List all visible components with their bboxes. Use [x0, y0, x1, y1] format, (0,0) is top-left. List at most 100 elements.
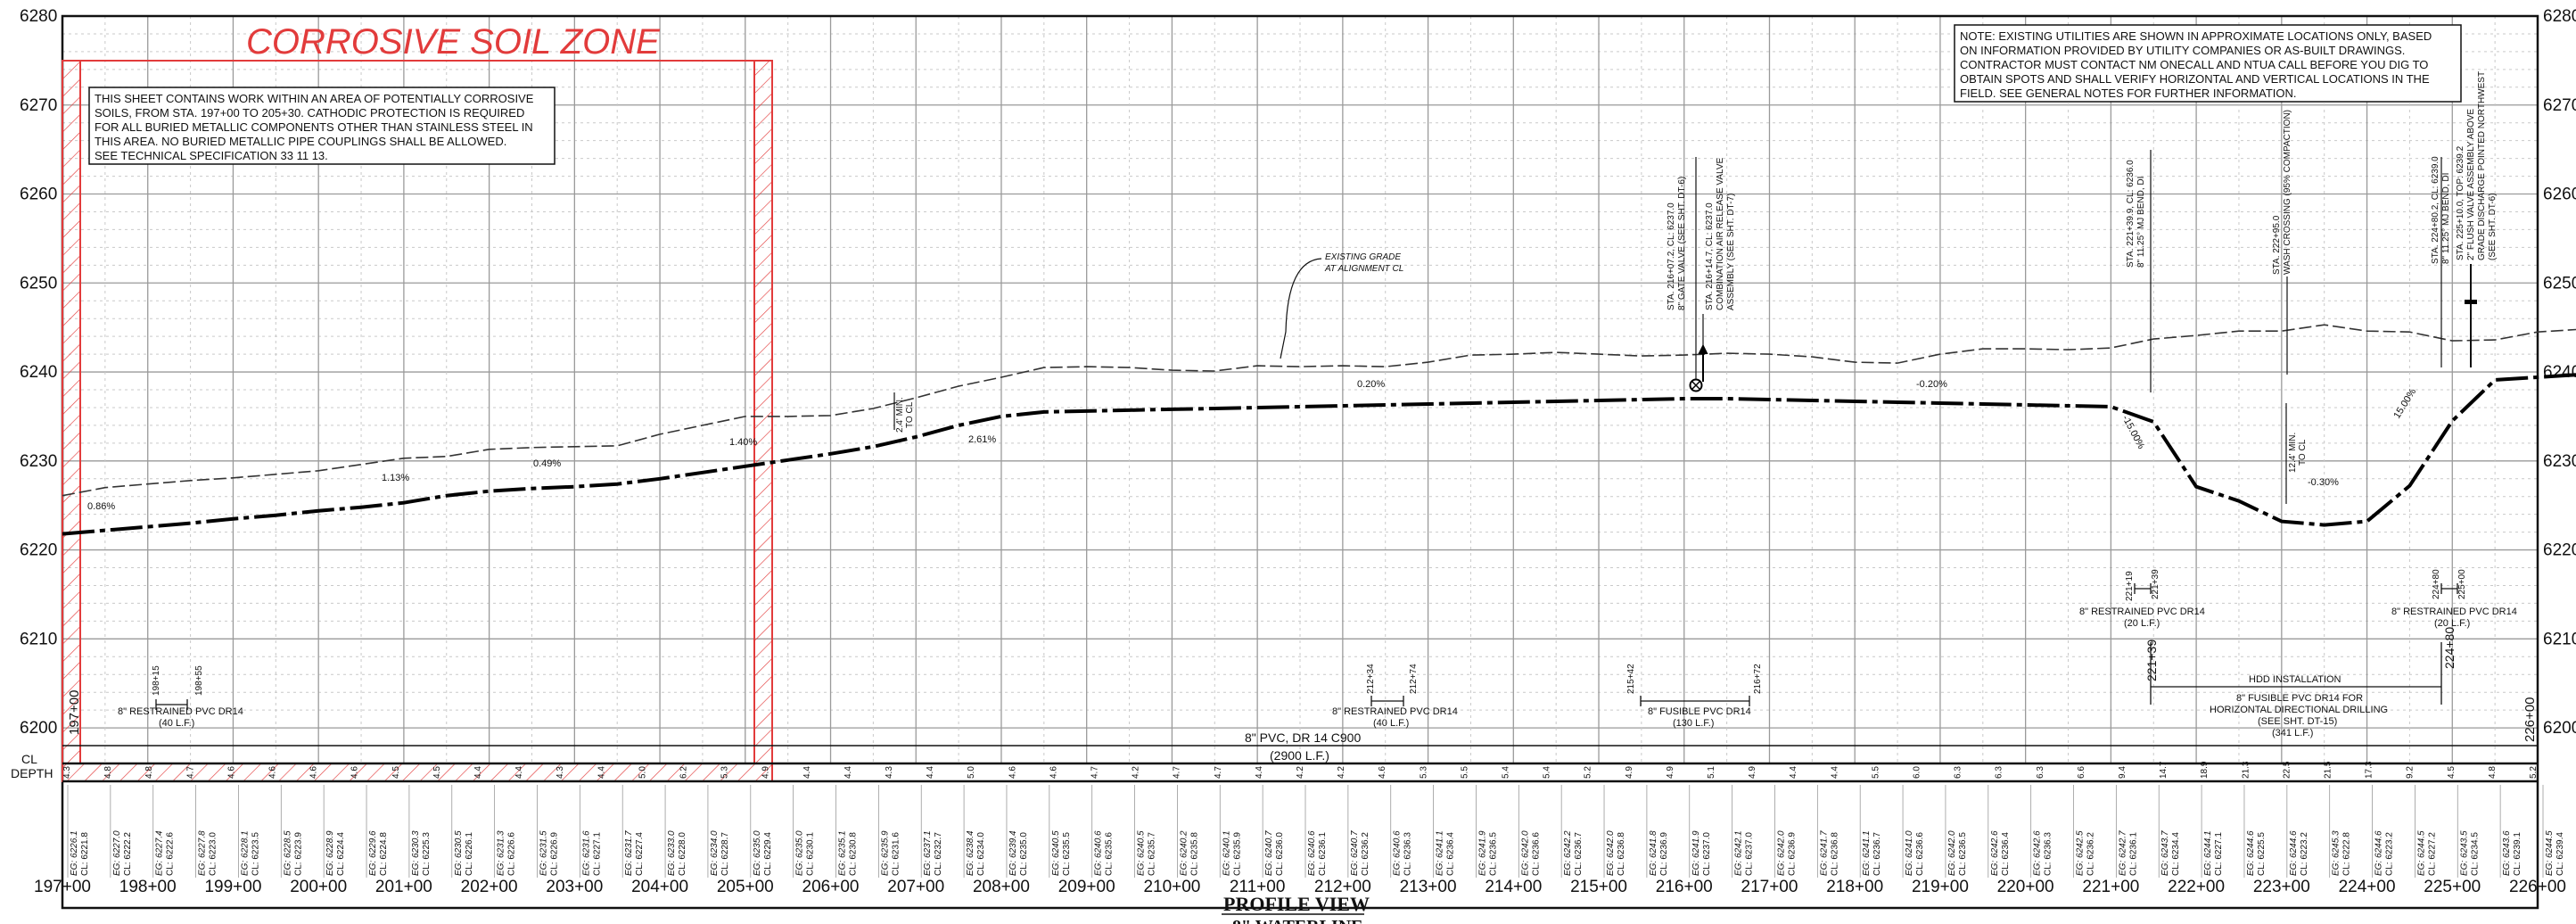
- depth-value: 4.5: [432, 766, 442, 779]
- depth-value: 4.3: [62, 766, 72, 779]
- fusible-1-length: (130 L.F.): [1673, 718, 1714, 729]
- blowoff-callout-4: (SEE SHT. DT-6): [2488, 193, 2498, 260]
- view-title: PROFILE VIEW 8" WATERLINE: [1222, 893, 1370, 924]
- station-label: 201+00: [375, 878, 432, 896]
- existing-grade-value: EG: 6241.9: [1477, 830, 1487, 876]
- centerline-value: CL: 6236.6: [1531, 832, 1541, 876]
- depth-value: 5.1: [1707, 766, 1716, 779]
- depth-value: 4.7: [185, 766, 195, 779]
- depth-value: 6.3: [1995, 766, 2004, 779]
- utility-note-line-4: OBTAIN SPOTS AND SHALL VERIFY HORIZONTAL…: [1960, 72, 2430, 86]
- corrosive-note-line-2: SOILS, FROM STA. 197+00 TO 205+30. CATHO…: [95, 106, 524, 120]
- elevation-label: 6220: [20, 541, 57, 560]
- centerline-value: CL: 6224.8: [379, 832, 389, 876]
- depth-row: CL DEPTH 4.3 4.8 4.8 4.7 4.6 4.6 4.6 4.6 4.5 4.5 4…: [11, 752, 2539, 783]
- depth-value: 4.3: [556, 766, 565, 779]
- hdd-title: HDD INSTALLATION: [2249, 674, 2341, 685]
- min-cover-2-line-2: TO CL: [2298, 439, 2308, 466]
- station-label: 220+00: [1997, 878, 2054, 896]
- existing-grade-value: EG: 6245.3: [2332, 830, 2341, 876]
- centerline-value: CL: 6236.7: [1872, 832, 1882, 876]
- existing-grade-value: EG: 6235.1: [838, 830, 848, 876]
- utility-note-line-1: NOTE: EXISTING UTILITIES ARE SHOWN IN AP…: [1960, 29, 2432, 43]
- existing-grade-value: EG: 6241.1: [1862, 830, 1872, 876]
- depth-value: 4.2: [1296, 766, 1305, 779]
- station-label: 207+00: [887, 878, 944, 896]
- elevation-label: 6200: [20, 719, 57, 738]
- existing-grade-value: EG: 6233.0: [667, 830, 677, 876]
- existing-grade-value: EG: 6241.7: [1819, 830, 1829, 876]
- existing-grade-value: EG: 6227.8: [198, 830, 208, 876]
- existing-grade-value: EG: 6242.0: [1777, 830, 1787, 876]
- elevation-label: 6260: [20, 186, 57, 204]
- station-label: 213+00: [1400, 878, 1457, 896]
- centerline-value: CL: 6236.9: [1788, 832, 1798, 876]
- centerline-value: CL: 6227.2: [2427, 832, 2437, 876]
- station-label: 215+00: [1570, 878, 1627, 896]
- bend-2-callout-1: STA. 224+80.2, CL: 6239.0: [2431, 156, 2440, 264]
- depth-value: 4.6: [1008, 766, 1017, 779]
- elevation-label: 6210: [2543, 630, 2576, 648]
- elevation-label: 6200: [2543, 719, 2576, 738]
- depth-value: 5.4: [1502, 766, 1511, 779]
- existing-grade-value: EG: 6231.3: [497, 830, 506, 876]
- existing-grade-value: EG: 6240.2: [1179, 830, 1189, 876]
- existing-grade-value: EG: 6242.7: [2118, 830, 2127, 876]
- depth-value: 4.8: [103, 766, 113, 779]
- depth-value: 4.4: [802, 766, 812, 779]
- station-label: 210+00: [1143, 878, 1200, 896]
- station-label: 214+00: [1485, 878, 1542, 896]
- centerline-value: CL: 6222.2: [123, 832, 133, 876]
- existing-grade-callout: EXISTING GRADE AT ALIGNMENT CL: [1280, 252, 1403, 359]
- existing-grade-value: EG: 6243.5: [2459, 830, 2469, 876]
- hdd-line-4: (341 L.F.): [2272, 728, 2313, 738]
- depth-value: 4.9: [761, 766, 771, 779]
- station-label: 224+00: [2339, 878, 2396, 896]
- existing-grade-value: EG: 6242.5: [2076, 830, 2086, 876]
- fusible-1-from: 215+42: [1626, 664, 1636, 694]
- hdd-line-3: (SEE SHT. DT-15): [2258, 716, 2337, 727]
- existing-grade-value: EG: 6241.8: [1649, 830, 1658, 876]
- elevation-label: 6260: [2543, 186, 2576, 204]
- min-cover-1-line-1: 2.4' MIN.: [895, 397, 905, 433]
- depth-value: 6.3: [2036, 766, 2045, 779]
- existing-grade-value: EG: 6241.0: [1905, 830, 1914, 876]
- fusible-1-to: 216+72: [1753, 664, 1763, 694]
- grade-label: 0.86%: [87, 501, 115, 512]
- centerline-value: CL: 6232.7: [934, 832, 943, 876]
- hdd-line-1: 8" FUSIBLE PVC DR14 FOR: [2236, 693, 2363, 704]
- corrosive-zone-hatch: [62, 60, 773, 782]
- centerline-value: CL: 6223.5: [251, 832, 260, 876]
- depth-value: 9.4: [2118, 766, 2127, 779]
- existing-grade-value: EG: 6240.5: [1137, 830, 1147, 876]
- existing-grade-value: EG: 6228.1: [240, 830, 250, 876]
- station-label: 199+00: [204, 878, 261, 896]
- existing-grade-value: EG: 6244.5: [2416, 830, 2426, 876]
- centerline-value: CL: 6236.8: [1617, 832, 1626, 876]
- centerline-value: CL: 6239.1: [2513, 832, 2523, 876]
- centerline-value: CL: 6236.4: [1446, 832, 1456, 876]
- existing-grade-value: EG: 6241.1: [1436, 830, 1445, 876]
- centerline-value: CL: 6236.1: [1318, 832, 1328, 876]
- bend-2-callout-2: 8" 11.25° MJ BEND, DI: [2441, 173, 2451, 264]
- station-label: 225+00: [2424, 878, 2481, 896]
- existing-grade-value: EG: 6235.9: [880, 830, 890, 876]
- restrained-1-title: 8" RESTRAINED PVC DR14: [118, 706, 243, 717]
- arv-callout-3: ASSEMBLY (SEE SHT. DT-7): [1726, 194, 1736, 310]
- restrained-3-length: (20 L.F.): [2124, 618, 2160, 629]
- depth-value: 4.6: [350, 766, 360, 779]
- existing-grade-value: EG: 6231.6: [581, 830, 591, 876]
- station-label: 208+00: [973, 878, 1030, 896]
- station-label: 204+00: [631, 878, 688, 896]
- restrained-2-title: 8" RESTRAINED PVC DR14: [1332, 706, 1458, 717]
- depth-value: 4.6: [1049, 766, 1058, 779]
- depth-value: 5.3: [1419, 766, 1428, 779]
- depth-value: 6.6: [2077, 766, 2086, 779]
- depth-value: 4.6: [268, 766, 278, 779]
- restrained-1-from: 198+15: [152, 665, 161, 696]
- centerline-value: CL: 6235.0: [1019, 832, 1029, 876]
- centerline-value: CL: 6227.1: [592, 832, 602, 876]
- elevation-label: 6230: [2543, 452, 2576, 471]
- centerline-value: CL: 6229.4: [763, 832, 773, 876]
- centerline-value: CL: 6236.1: [2128, 832, 2138, 876]
